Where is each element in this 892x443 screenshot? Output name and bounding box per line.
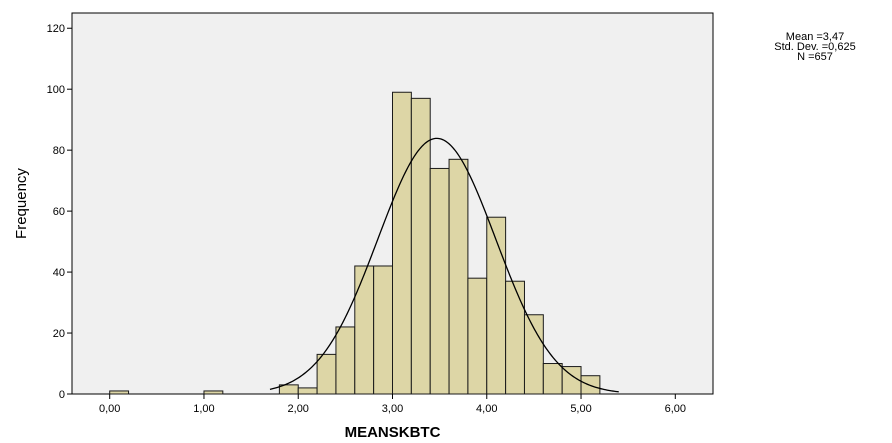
x-axis: 0,00 1,00 2,00 3,00 4,00 5,00 6,00 <box>99 394 686 415</box>
histogram-bar <box>429 167 450 395</box>
y-tick-label: 100 <box>47 84 65 96</box>
y-axis-title: Frequency <box>13 168 30 239</box>
histogram-bar <box>448 158 469 395</box>
histogram-bar <box>410 97 431 395</box>
stats-line: N =657 <box>797 51 833 63</box>
y-tick-label: 80 <box>53 145 65 157</box>
x-tick-label: 5,00 <box>570 403 591 415</box>
histogram-bar <box>203 390 224 395</box>
y-tick-label: 120 <box>47 23 65 35</box>
histogram-bar <box>354 265 375 395</box>
histogram-bar <box>542 363 563 395</box>
y-axis: 0 20 40 60 80 100 120 <box>47 23 72 401</box>
y-tick-label: 40 <box>53 267 65 279</box>
y-tick-label: 0 <box>59 389 65 401</box>
x-tick-label: 6,00 <box>665 403 686 415</box>
x-axis-title: MEANSKBTC <box>345 424 441 441</box>
x-tick-label: 2,00 <box>288 403 309 415</box>
histogram-bar <box>335 326 356 395</box>
histogram-bar <box>316 353 337 395</box>
normal-curve <box>269 137 619 393</box>
histogram-bar <box>467 277 488 395</box>
y-tick-label: 20 <box>53 328 65 340</box>
histogram-bar <box>373 265 394 395</box>
histogram-bar <box>109 390 130 395</box>
x-tick-label: 4,00 <box>476 403 497 415</box>
x-tick-label: 3,00 <box>382 403 403 415</box>
histogram-bar <box>486 216 507 395</box>
x-tick-label: 0,00 <box>99 403 120 415</box>
y-tick-label: 60 <box>53 206 65 218</box>
histogram-bar <box>392 91 412 395</box>
histogram-bar <box>505 280 525 395</box>
stats-line: Mean =3,47 <box>786 31 844 43</box>
stats-line: Std. Dev. =0,625 <box>774 41 855 53</box>
histogram-bar <box>523 314 544 395</box>
x-tick-label: 1,00 <box>193 403 214 415</box>
histogram-bar <box>297 387 318 395</box>
